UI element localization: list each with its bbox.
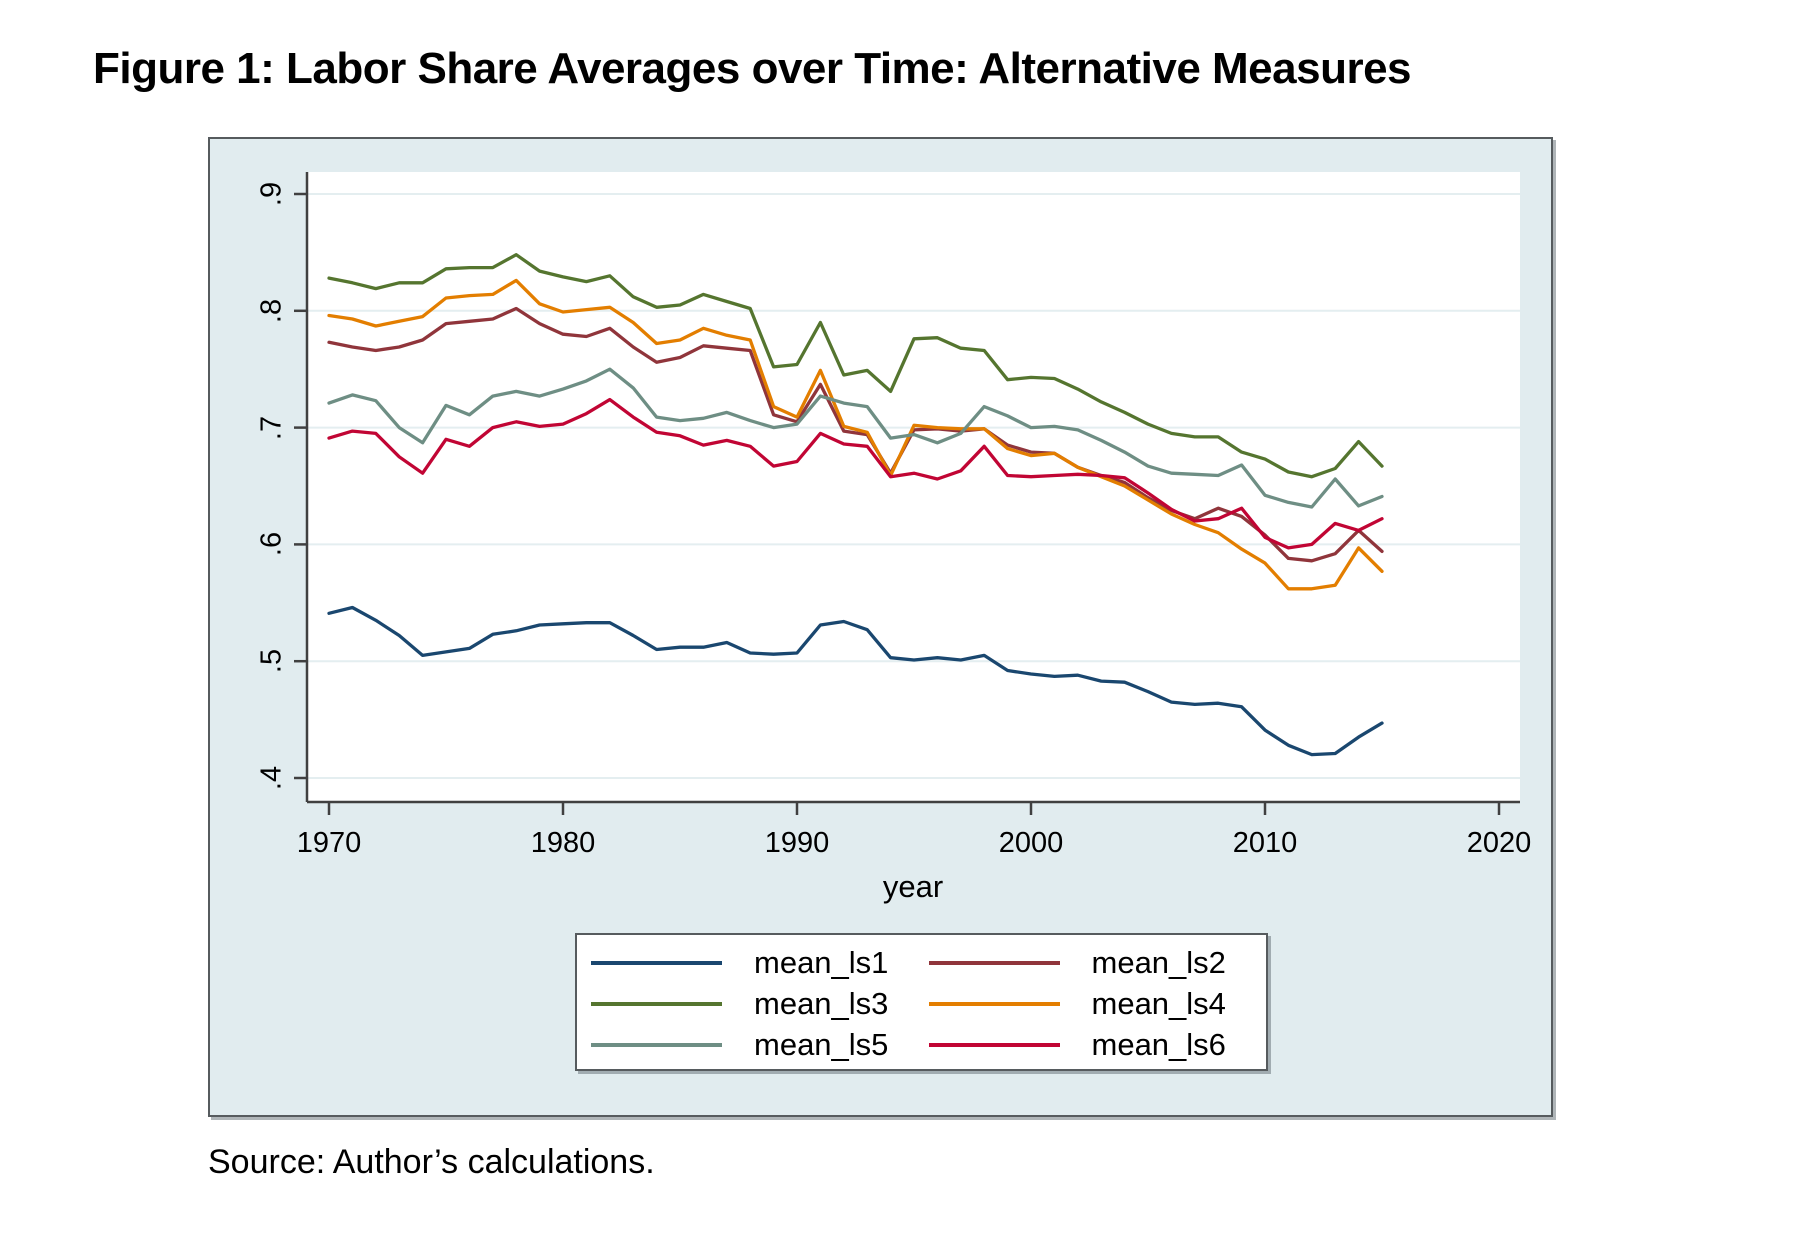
y-axis-tick-label: .7: [255, 415, 288, 440]
series-line-mean_ls6: [327, 397, 1384, 550]
source-note: Source: Author’s calculations.: [208, 1143, 655, 1181]
legend-entry-mean_ls3: mean_ls3: [591, 986, 929, 1022]
legend-line-swatch: [591, 1001, 722, 1006]
legend: mean_ls1 mean_ls2 mean_ls3 mean_ls4 mean_ls5…: [575, 933, 1268, 1071]
legend-line-swatch: [591, 1042, 722, 1047]
legend-entry-mean_ls4: mean_ls4: [928, 985, 1267, 1022]
series-line-mean_ls5: [327, 367, 1384, 509]
legend-entry-mean_ls2: mean_ls2: [928, 944, 1267, 981]
line-chart: [294, 172, 1520, 815]
legend-label: mean_ls4: [1091, 985, 1226, 1021]
series-line-mean_ls1: [327, 605, 1384, 757]
x-axis-tick-label: 1980: [530, 827, 596, 859]
series-line-mean_ls3: [327, 253, 1384, 479]
y-axis-tick-label: .5: [255, 649, 288, 674]
legend-label: mean_ls1: [754, 944, 889, 980]
figure-title: Figure 1: Labor Share Averages over Time…: [93, 44, 1412, 93]
y-axis-tick-label: .4: [255, 765, 288, 791]
y-axis-tick-label: .6: [255, 532, 288, 557]
graph-region: year mean_ls1 mean_ls2 mean_ls3 mean_ls4 mea…: [208, 137, 1553, 1117]
legend-line-swatch: [928, 960, 1060, 965]
series-line-mean_ls4: [327, 278, 1384, 591]
legend-label: mean_ls6: [1091, 1026, 1226, 1062]
x-axis-tick-label: 2020: [1466, 827, 1532, 859]
legend-entry-mean_ls5: mean_ls5: [591, 1027, 929, 1063]
legend-line-swatch: [591, 960, 722, 965]
x-axis-tick-label: 2000: [998, 827, 1064, 859]
legend-label: mean_ls3: [754, 985, 889, 1021]
x-axis-tick-label: 1970: [296, 827, 362, 859]
x-axis-tick-label: 1990: [764, 827, 830, 859]
chart-area: year mean_ls1 mean_ls2 mean_ls3 mean_ls4 mea…: [208, 137, 1553, 1117]
y-axis-tick-label: .8: [255, 298, 288, 323]
legend-label: mean_ls5: [754, 1026, 889, 1062]
legend-entry-mean_ls6: mean_ls6: [928, 1026, 1267, 1063]
legend-line-swatch: [928, 1042, 1060, 1047]
legend-label: mean_ls2: [1091, 944, 1226, 980]
x-axis-title: year: [882, 869, 944, 904]
legend-entry-mean_ls1: mean_ls1: [591, 945, 929, 981]
x-axis-tick-label: 2010: [1232, 827, 1298, 859]
series-line-mean_ls2: [327, 306, 1384, 563]
y-axis-tick-label: .9: [255, 181, 288, 207]
legend-line-swatch: [928, 1001, 1060, 1006]
plot-background: [307, 172, 1520, 802]
